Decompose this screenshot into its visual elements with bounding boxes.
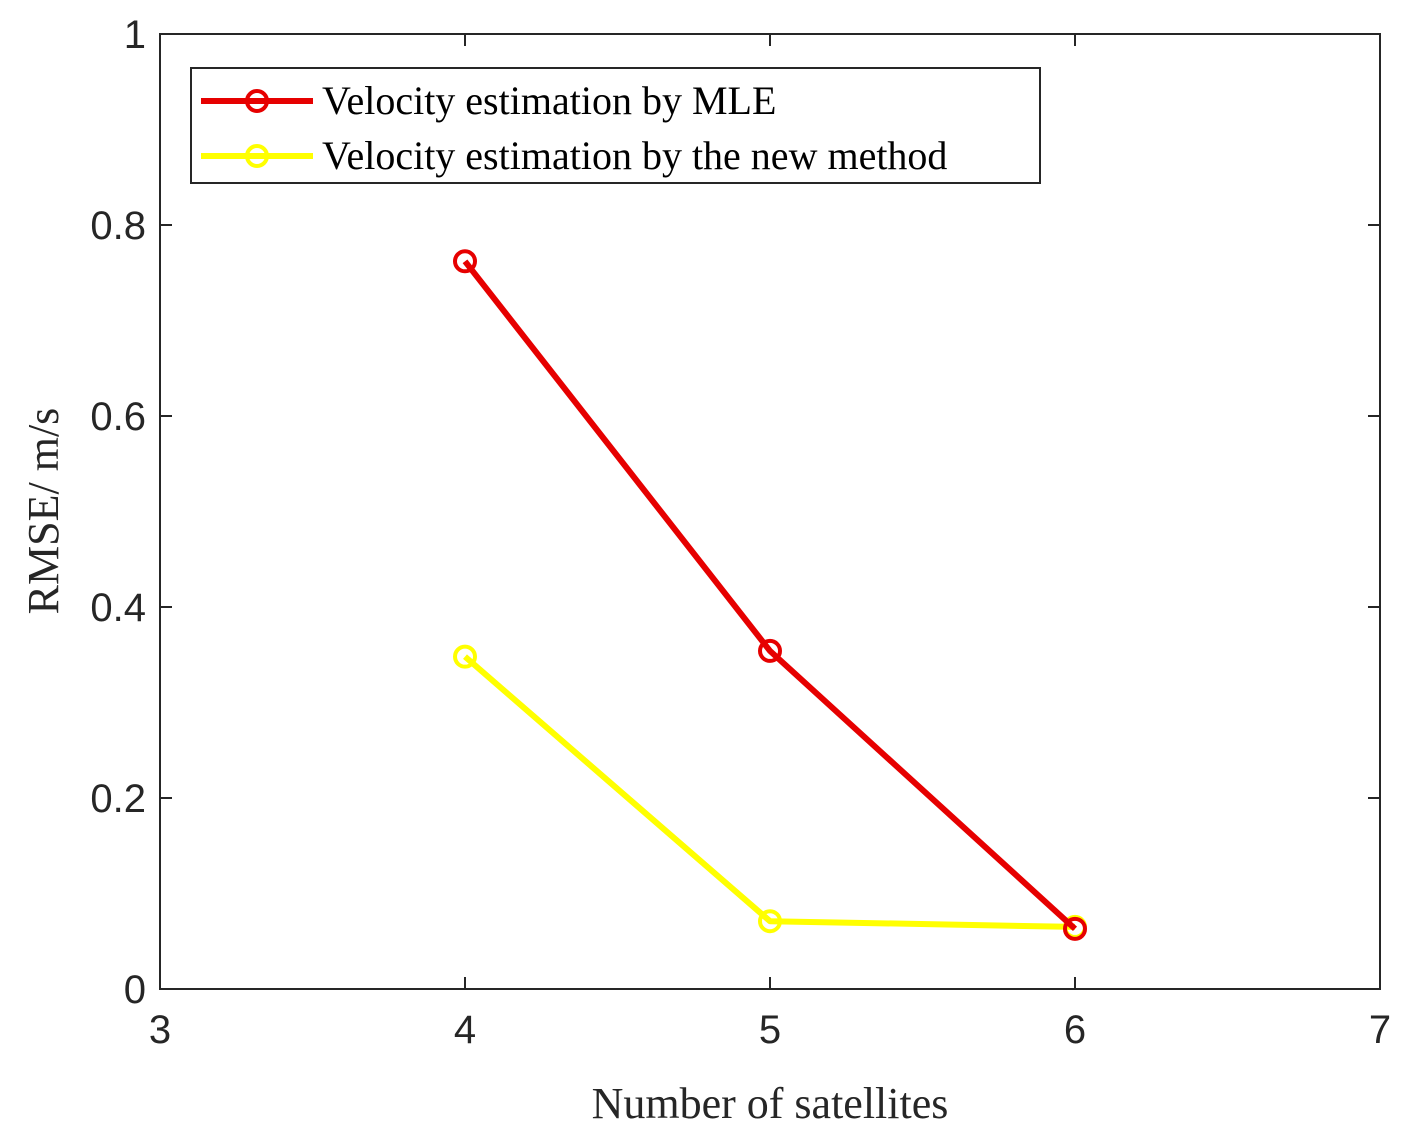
data-point-mle [453, 249, 477, 274]
x-tick-label: 6 [1064, 1008, 1086, 1052]
plot-area-frame [159, 33, 1381, 990]
series-line-mle [462, 259, 1078, 932]
y-tick-label: 0.4 [90, 586, 146, 630]
legend-label-mle: Velocity estimation by MLE [322, 78, 776, 123]
x-tick-label: 3 [149, 1008, 171, 1052]
x-axis-title: Number of satellites [592, 1079, 949, 1128]
data-series [453, 249, 1087, 941]
legend-items: Velocity estimation by MLE Velocity estim… [201, 78, 947, 178]
legend-marker-new-method [245, 144, 269, 168]
axis-ticks: 3 4 5 6 7 0 0.2 0.4 0.6 0.8 1 [90, 13, 1391, 1052]
series-line-new-method [463, 654, 1076, 930]
y-tick-label: 0 [124, 968, 146, 1012]
data-point-mle [758, 638, 782, 663]
x-tick-label: 7 [1369, 1008, 1391, 1052]
legend: Velocity estimation by MLE Velocity estim… [190, 67, 1041, 184]
axes [159, 33, 1381, 990]
legend-box [190, 67, 1041, 184]
y-tick-label: 1 [124, 13, 146, 57]
y-tick-label: 0.2 [90, 777, 146, 821]
x-tick-label: 5 [759, 1008, 781, 1052]
data-point-new-method [453, 644, 477, 669]
y-tick-label: 0.8 [90, 204, 146, 248]
legend-label-new-method: Velocity estimation by the new method [322, 133, 947, 178]
data-point-new-method [758, 909, 782, 934]
y-axis-title: RMSE/ m/s [19, 408, 68, 615]
legend-marker-mle [245, 89, 269, 113]
data-point-mle [1063, 916, 1087, 941]
y-tick-label: 0.6 [90, 395, 146, 439]
x-tick-label: 4 [454, 1008, 476, 1052]
